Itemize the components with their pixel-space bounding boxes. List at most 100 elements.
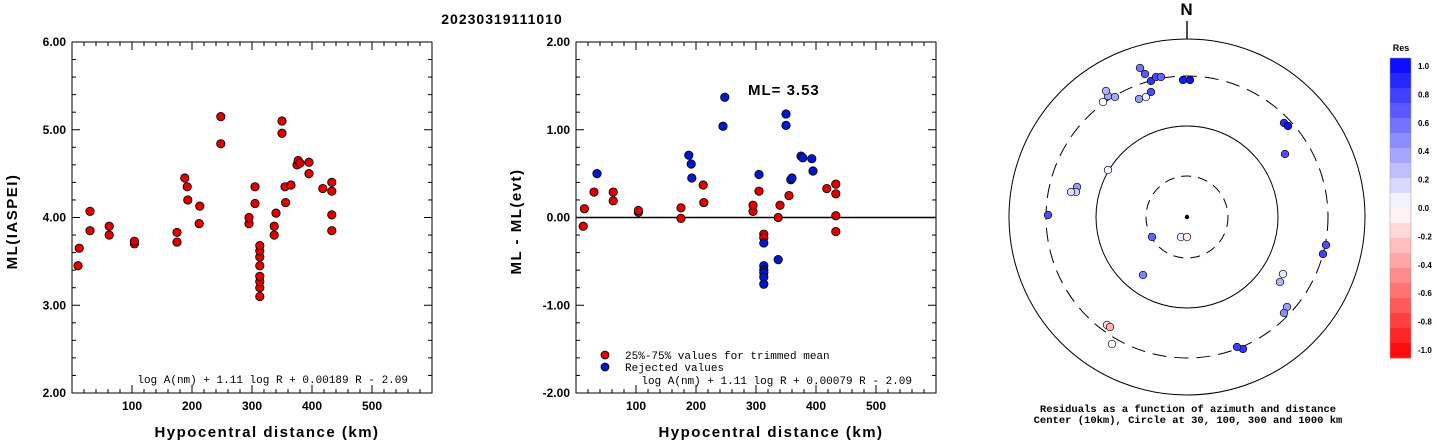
accepted-residual-point xyxy=(579,204,590,214)
rejected-residual-point xyxy=(718,121,728,131)
colorbar-tick-label: -1.0 xyxy=(1418,346,1432,355)
station-magnitude-point xyxy=(244,212,254,223)
station-magnitude-point xyxy=(327,177,337,187)
colorbar-segment xyxy=(1390,298,1411,314)
station-magnitude-point xyxy=(277,116,287,126)
station-magnitude-point xyxy=(304,169,314,179)
station-magnitude-point xyxy=(255,240,265,251)
station-magnitude-point xyxy=(85,206,95,216)
x-tick-label: 100 xyxy=(626,399,646,413)
station-residual-point xyxy=(1141,92,1151,102)
residual-vs-distance-panel: 100 200 300 400 500 -2.00 -1.00 0.00 1.00 2.00 ML… xyxy=(508,35,937,441)
x-tick-label: 500 xyxy=(362,399,382,413)
station-magnitude-point xyxy=(250,198,260,209)
colorbar-tick-label: -0.2 xyxy=(1418,232,1432,241)
accepted-residual-point xyxy=(831,211,841,221)
y-tick-label: 6.00 xyxy=(43,35,67,49)
station-magnitude-point xyxy=(269,230,279,240)
station-residual-point xyxy=(1318,249,1328,259)
rejected-residual-point xyxy=(720,92,730,102)
station-magnitude-point xyxy=(172,237,182,247)
rejected-residual-point xyxy=(808,166,818,176)
accepted-residual-point xyxy=(676,203,686,213)
legend: 25%-75% values for trimmed mean Rejected… xyxy=(600,350,830,375)
rejected-residual-point xyxy=(759,279,769,289)
x-tick-label: 300 xyxy=(746,399,766,413)
station-residual-point xyxy=(1279,308,1289,318)
accepted-residual-point xyxy=(676,213,686,223)
x-tick-label: 100 xyxy=(122,399,142,413)
legend-accepted-label: 25%-75% values for trimmed mean xyxy=(625,351,830,363)
station-residual-point xyxy=(1105,322,1115,332)
event-title: 20230319111010 xyxy=(441,11,562,27)
colorbar-segment xyxy=(1390,178,1411,194)
y-axis-label: ML - ML(evt) xyxy=(508,168,525,274)
station-residual-point xyxy=(1182,232,1192,242)
station-magnitude-point xyxy=(216,139,226,149)
caption-line-2: Center (10km), Circle at 30, 100, 300 an… xyxy=(1034,415,1343,427)
ml-value-label: ML= 3.53 xyxy=(748,82,820,99)
y-tick-label: 5.00 xyxy=(43,123,67,137)
legend-accepted-marker xyxy=(600,350,610,360)
colorbar-segment xyxy=(1390,133,1411,149)
station-magnitude-point xyxy=(255,291,265,302)
north-label: N xyxy=(1180,0,1193,19)
station-residual-point xyxy=(1138,270,1148,280)
colorbar-tick-label: 0.2 xyxy=(1418,176,1430,185)
station-magnitude-point xyxy=(277,128,287,138)
accepted-residual-point xyxy=(608,196,618,206)
rejected-residual-point xyxy=(754,169,764,180)
rejected-residual-point xyxy=(686,159,696,169)
station-residual-point xyxy=(1278,269,1288,279)
station-residual-point xyxy=(1147,232,1157,242)
colorbar-segment xyxy=(1390,103,1411,119)
station-points xyxy=(1043,63,1331,354)
data-points xyxy=(73,111,337,302)
station-residual-point xyxy=(1283,121,1293,131)
axis-ticks: 100 200 300 400 500 2.00 3.00 4.00 5.00 6.00 xyxy=(43,35,433,413)
center-point xyxy=(1184,214,1190,220)
colorbar-segment xyxy=(1390,88,1411,104)
accepted-residual-point xyxy=(831,179,841,189)
y-tick-label: -1.00 xyxy=(543,298,571,312)
station-magnitude-point xyxy=(318,183,328,194)
station-residual-point xyxy=(1185,75,1195,85)
station-magnitude-point xyxy=(327,226,337,236)
station-residual-point xyxy=(1178,75,1188,85)
colorbar-segment xyxy=(1390,223,1411,239)
station-residual-point xyxy=(1066,187,1076,197)
circle-1000km xyxy=(1008,38,1366,396)
station-magnitude-point xyxy=(216,111,226,122)
station-magnitude-point xyxy=(195,201,205,211)
rejected-residual-point xyxy=(759,238,769,248)
station-magnitude-point xyxy=(104,221,114,231)
station-residual-point xyxy=(1098,97,1108,107)
colorbar-tick-label: 1.0 xyxy=(1418,62,1430,71)
station-magnitude-point xyxy=(255,261,265,271)
rejected-residual-point xyxy=(807,154,817,164)
station-residual-point xyxy=(1280,149,1290,159)
station-residual-point xyxy=(1107,339,1117,349)
colorbar-tick-label: 0.6 xyxy=(1418,119,1430,128)
data-points xyxy=(578,92,841,289)
colorbar-segment xyxy=(1390,163,1411,179)
station-residual-point xyxy=(1134,94,1144,104)
colorbar-tick-label: -0.4 xyxy=(1418,261,1432,270)
accepted-residual-point xyxy=(698,180,708,190)
station-magnitude-point xyxy=(255,271,265,281)
circle-30km xyxy=(1145,175,1229,259)
station-magnitude-point xyxy=(250,182,260,192)
colorbar-tick-label: -0.8 xyxy=(1418,318,1432,327)
x-tick-label: 400 xyxy=(806,399,826,413)
x-tick-label: 200 xyxy=(686,399,706,413)
y-tick-label: 3.00 xyxy=(43,298,67,312)
colorbar-segment xyxy=(1390,343,1411,359)
station-residual-point xyxy=(1140,69,1150,79)
y-axis-label: ML(IASPEI) xyxy=(4,174,21,270)
legend-rejected-label: Rejected values xyxy=(625,363,724,375)
colorbar-segment xyxy=(1390,58,1411,74)
station-residual-point xyxy=(1043,210,1053,220)
colorbar-segment xyxy=(1390,148,1411,164)
accepted-residual-point xyxy=(699,197,709,208)
